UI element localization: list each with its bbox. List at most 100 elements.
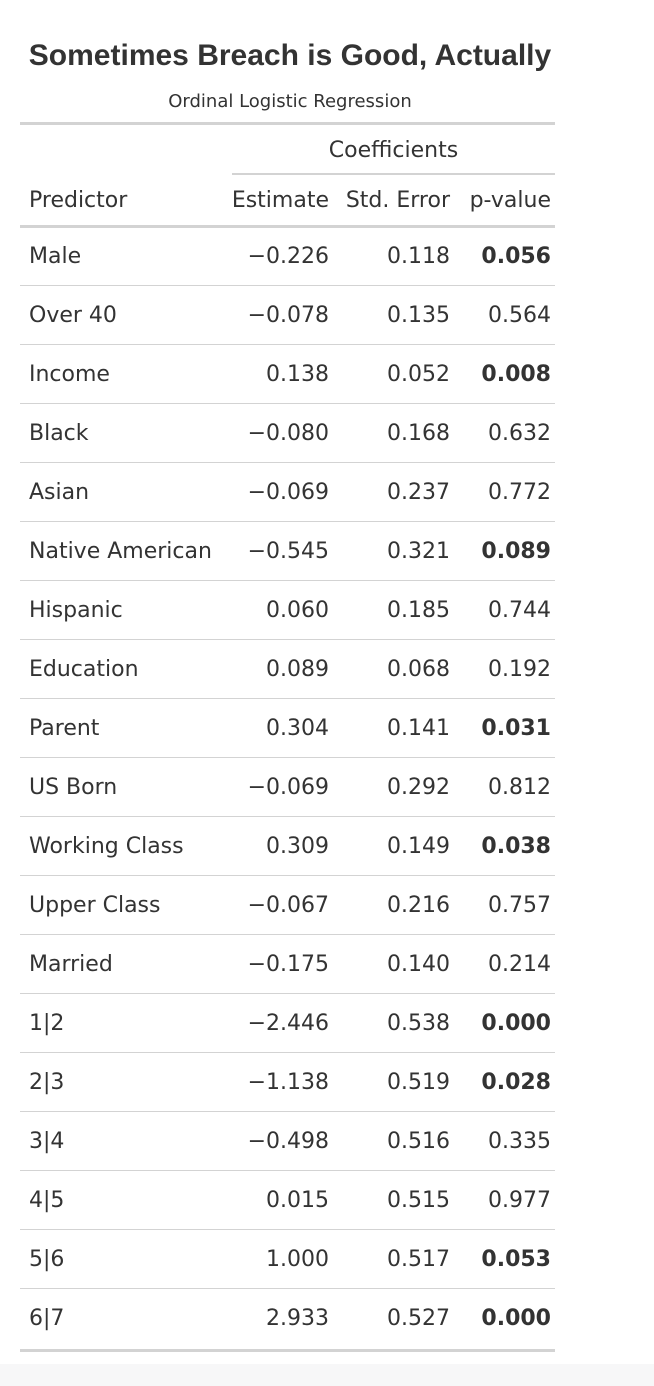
std-error-cell: 0.321: [387, 539, 450, 564]
predictor-cell: 6|7: [29, 1306, 65, 1331]
estimate-cell: 0.060: [266, 598, 329, 623]
p-value-cell: 0.038: [481, 834, 551, 859]
estimate-cell: −0.069: [247, 480, 329, 505]
std-error-cell: 0.237: [387, 480, 450, 505]
predictor-cell: Parent: [29, 716, 100, 741]
table-row: Upper Class −0.067 0.216 0.757: [20, 876, 555, 935]
header-rule: [20, 225, 555, 228]
p-value-cell: 0.214: [488, 952, 551, 977]
table-row: Income 0.138 0.052 0.008: [20, 345, 555, 404]
std-error-cell: 0.052: [387, 362, 450, 387]
table-row: Male −0.226 0.118 0.056: [20, 227, 555, 286]
table-row: 1|2 −2.446 0.538 0.000: [20, 994, 555, 1053]
table-row: Working Class 0.309 0.149 0.038: [20, 817, 555, 876]
predictor-cell: Male: [29, 244, 82, 269]
p-value-cell: 0.632: [488, 421, 551, 446]
table-row: Black −0.080 0.168 0.632: [20, 404, 555, 463]
table-row: Native American −0.545 0.321 0.089: [20, 522, 555, 581]
estimate-cell: −0.498: [247, 1129, 329, 1154]
estimate-cell: −0.080: [247, 421, 329, 446]
estimate-cell: 0.015: [266, 1188, 329, 1213]
table-row: Over 40 −0.078 0.135 0.564: [20, 286, 555, 345]
estimate-cell: 0.138: [266, 362, 329, 387]
table-row: Hispanic 0.060 0.185 0.744: [20, 581, 555, 640]
p-value-cell: 0.335: [488, 1129, 551, 1154]
bottom-rule: [20, 1349, 555, 1352]
p-value-cell: 0.744: [488, 598, 551, 623]
predictor-cell: Native American: [29, 539, 212, 564]
std-error-cell: 0.519: [387, 1070, 450, 1095]
p-value-cell: 0.757: [488, 893, 551, 918]
std-error-cell: 0.135: [387, 303, 450, 328]
p-value-cell: 0.192: [488, 657, 551, 682]
predictor-cell: 2|3: [29, 1070, 65, 1095]
p-value-cell: 0.000: [481, 1306, 551, 1331]
std-error-cell: 0.185: [387, 598, 450, 623]
predictor-cell: Asian: [29, 480, 90, 505]
p-value-cell: 0.031: [481, 716, 551, 741]
p-value-cell: 0.000: [481, 1011, 551, 1036]
predictor-cell: Income: [29, 362, 110, 387]
estimate-cell: 2.933: [266, 1306, 329, 1331]
std-error-cell: 0.515: [387, 1188, 450, 1213]
column-spanner: Coefficients: [328, 138, 459, 163]
table-row: Education 0.089 0.068 0.192: [20, 640, 555, 699]
predictor-cell: Education: [29, 657, 139, 682]
predictor-cell: Hispanic: [29, 598, 123, 623]
std-error-cell: 0.527: [387, 1306, 450, 1331]
table-row: 6|7 2.933 0.527 0.000: [20, 1289, 555, 1348]
p-value-cell: 0.812: [488, 775, 551, 800]
table-title: Sometimes Breach is Good, Actually: [28, 39, 552, 72]
table-row: Married −0.175 0.140 0.214: [20, 935, 555, 994]
table-row: 5|6 1.000 0.517 0.053: [20, 1230, 555, 1289]
estimate-cell: −0.069: [247, 775, 329, 800]
std-error-cell: 0.141: [387, 716, 450, 741]
p-value-cell: 0.056: [481, 244, 551, 269]
predictor-cell: US Born: [29, 775, 118, 800]
predictor-cell: Upper Class: [29, 893, 161, 918]
predictor-cell: Working Class: [29, 834, 184, 859]
estimate-cell: −2.446: [247, 1011, 329, 1036]
estimate-cell: 0.304: [266, 716, 329, 741]
std-error-cell: 0.140: [387, 952, 450, 977]
column-header-estimate: Estimate: [231, 188, 329, 213]
predictor-cell: 1|2: [29, 1011, 65, 1036]
column-header-p-value: p-value: [469, 188, 551, 213]
estimate-cell: −0.078: [247, 303, 329, 328]
predictor-cell: Married: [29, 952, 113, 977]
predictor-cell: Black: [29, 421, 89, 446]
p-value-cell: 0.053: [481, 1247, 551, 1272]
std-error-cell: 0.292: [387, 775, 450, 800]
estimate-cell: 1.000: [266, 1247, 329, 1272]
table-row: 4|5 0.015 0.515 0.977: [20, 1171, 555, 1230]
column-header-predictor: Predictor: [29, 188, 128, 213]
spanner-rule: [232, 173, 555, 175]
p-value-cell: 0.089: [481, 539, 551, 564]
std-error-cell: 0.517: [387, 1247, 450, 1272]
estimate-cell: 0.089: [266, 657, 329, 682]
page-bottom-edge: [0, 1364, 654, 1386]
p-value-cell: 0.028: [481, 1070, 551, 1095]
p-value-cell: 0.772: [488, 480, 551, 505]
top-rule: [20, 122, 555, 125]
estimate-cell: −0.226: [247, 244, 329, 269]
std-error-cell: 0.538: [387, 1011, 450, 1036]
estimate-cell: 0.309: [266, 834, 329, 859]
std-error-cell: 0.118: [387, 244, 450, 269]
predictor-cell: 5|6: [29, 1247, 65, 1272]
predictor-cell: Over 40: [29, 303, 117, 328]
table-body: Male −0.226 0.118 0.056 Over 40 −0.078 0.135 0.…: [20, 227, 555, 1348]
table-row: Parent 0.304 0.141 0.031: [20, 699, 555, 758]
p-value-cell: 0.564: [488, 303, 551, 328]
estimate-cell: −0.545: [247, 539, 329, 564]
estimate-cell: −1.138: [247, 1070, 329, 1095]
std-error-cell: 0.068: [387, 657, 450, 682]
table-row: 2|3 −1.138 0.519 0.028: [20, 1053, 555, 1112]
std-error-cell: 0.216: [387, 893, 450, 918]
std-error-cell: 0.149: [387, 834, 450, 859]
p-value-cell: 0.977: [488, 1188, 551, 1213]
table-subtitle: Ordinal Logistic Regression: [168, 91, 412, 112]
table-row: 3|4 −0.498 0.516 0.335: [20, 1112, 555, 1171]
table-row: US Born −0.069 0.292 0.812: [20, 758, 555, 817]
estimate-cell: −0.067: [247, 893, 329, 918]
